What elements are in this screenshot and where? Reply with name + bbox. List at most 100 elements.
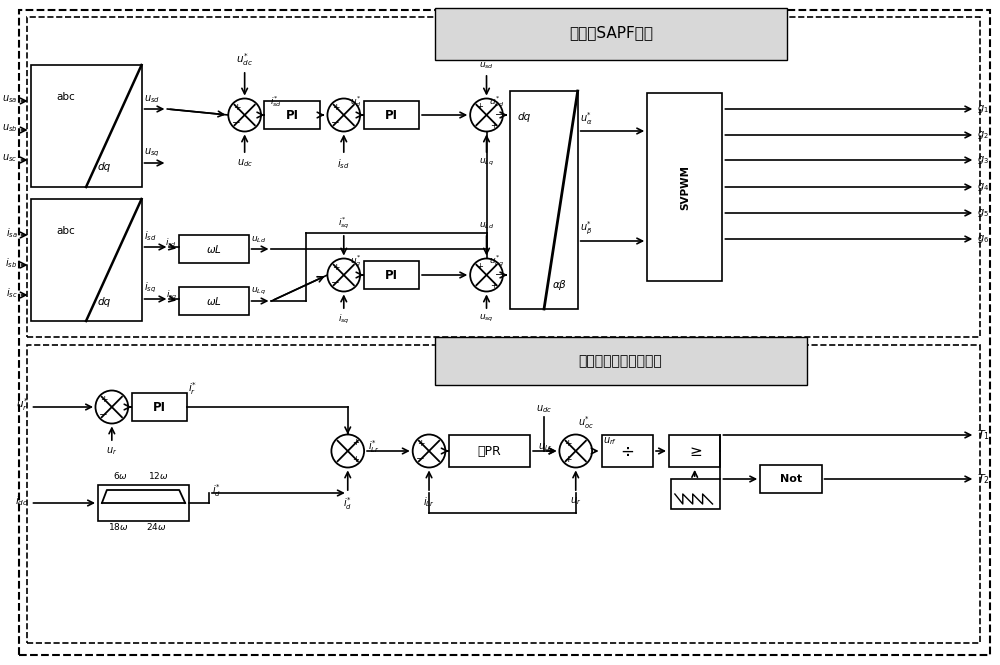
- Text: $18\omega$: $18\omega$: [108, 521, 128, 532]
- Bar: [449, 435, 530, 467]
- Text: dq: dq: [97, 162, 111, 172]
- Text: dq: dq: [518, 112, 531, 122]
- Bar: [364, 101, 419, 129]
- Text: −: −: [331, 118, 340, 128]
- Text: $u_{Ld}$: $u_{Ld}$: [479, 221, 494, 231]
- Text: $i^{*}_{sd}$: $i^{*}_{sd}$: [270, 94, 282, 109]
- Bar: [647, 93, 722, 281]
- Text: $u^{*}_{dc}$: $u^{*}_{dc}$: [236, 51, 253, 68]
- Bar: [98, 485, 189, 521]
- Text: 多PR: 多PR: [478, 444, 501, 458]
- Text: $i_{dc}$: $i_{dc}$: [15, 494, 29, 508]
- Text: +: +: [233, 102, 241, 112]
- Text: $u_{dc}$: $u_{dc}$: [237, 157, 253, 169]
- Text: $6\omega$: $6\omega$: [113, 470, 128, 481]
- Text: $i_{sq}$: $i_{sq}$: [166, 289, 177, 301]
- Text: $u_{rf}$: $u_{rf}$: [603, 435, 618, 447]
- Text: $u^{*}_{oq}$: $u^{*}_{oq}$: [489, 253, 504, 269]
- Text: +: +: [476, 102, 483, 110]
- Text: $u_{Lq}$: $u_{Lq}$: [479, 157, 494, 168]
- Circle shape: [559, 434, 592, 467]
- Text: +: +: [352, 438, 359, 446]
- Text: $u_{sb}$: $u_{sb}$: [2, 122, 18, 134]
- Text: $u_{Lr}$: $u_{Lr}$: [538, 441, 553, 453]
- Text: PI: PI: [286, 108, 299, 122]
- Bar: [27, 345, 980, 643]
- Text: +: +: [564, 438, 572, 448]
- Text: $u_{r}$: $u_{r}$: [106, 445, 117, 457]
- Bar: [27, 17, 980, 337]
- Text: $\alpha\beta$: $\alpha\beta$: [552, 278, 567, 292]
- Text: 并联型SAPF控制: 并联型SAPF控制: [569, 25, 653, 41]
- Text: PI: PI: [385, 269, 398, 281]
- Text: +: +: [332, 263, 340, 271]
- Bar: [179, 235, 249, 263]
- Bar: [669, 435, 720, 467]
- Text: $i_{sd}$: $i_{sd}$: [337, 157, 350, 171]
- Text: $i_{sq}$: $i_{sq}$: [338, 313, 350, 326]
- Bar: [179, 287, 249, 315]
- Text: $g_3$: $g_3$: [977, 154, 989, 166]
- Text: −: −: [331, 278, 340, 288]
- Text: −: −: [232, 118, 241, 128]
- Text: $i_{sa}$: $i_{sa}$: [6, 226, 18, 240]
- Text: $T_1$: $T_1$: [977, 428, 990, 442]
- Circle shape: [470, 98, 503, 132]
- Text: +: +: [100, 394, 108, 404]
- Bar: [760, 465, 822, 493]
- Text: +: +: [352, 456, 359, 464]
- Text: +: +: [418, 438, 425, 448]
- Bar: [435, 337, 807, 385]
- Text: −: −: [495, 110, 504, 120]
- Text: $i_{sb}$: $i_{sb}$: [5, 256, 18, 270]
- Text: $\omega L$: $\omega L$: [206, 243, 222, 255]
- Text: $12\omega$: $12\omega$: [148, 470, 168, 481]
- Text: $u^{*}_{q}$: $u^{*}_{q}$: [350, 253, 362, 269]
- Text: $i_{sd}$: $i_{sd}$: [144, 229, 156, 243]
- Text: $g_2$: $g_2$: [977, 129, 989, 141]
- Text: +: +: [476, 261, 483, 271]
- Text: $u^{*}_{d}$: $u^{*}_{d}$: [350, 94, 362, 109]
- Text: +: +: [332, 102, 340, 112]
- Circle shape: [327, 259, 360, 291]
- Bar: [364, 261, 419, 289]
- Text: PI: PI: [385, 108, 398, 122]
- Text: dq: dq: [97, 297, 111, 307]
- Text: $u_{Lq}$: $u_{Lq}$: [251, 286, 266, 297]
- Text: $u_{sc}$: $u_{sc}$: [2, 152, 18, 164]
- Text: $u_{sq}$: $u_{sq}$: [479, 313, 494, 324]
- Text: $g_6$: $g_6$: [977, 233, 989, 245]
- Text: $u_{sa}$: $u_{sa}$: [2, 93, 18, 105]
- Text: $u^{*}_{\alpha}$: $u^{*}_{\alpha}$: [580, 110, 592, 127]
- Text: $u^{*}_{r}$: $u^{*}_{r}$: [16, 396, 29, 414]
- Text: $i_{Lr}$: $i_{Lr}$: [423, 495, 435, 509]
- Bar: [510, 91, 578, 309]
- Text: $u^{*}_{\beta}$: $u^{*}_{\beta}$: [580, 219, 592, 237]
- Circle shape: [331, 434, 364, 467]
- Text: +: +: [490, 120, 497, 130]
- Text: $u^{*}_{od}$: $u^{*}_{od}$: [489, 94, 504, 109]
- Text: $i_{sd}$: $i_{sd}$: [165, 237, 177, 249]
- Text: $u_{dc}$: $u_{dc}$: [536, 403, 552, 415]
- Text: $i^{*}_{r}$: $i^{*}_{r}$: [188, 380, 197, 397]
- Text: $u_{sd}$: $u_{sd}$: [479, 61, 494, 71]
- Text: $\omega L$: $\omega L$: [206, 295, 222, 307]
- Text: $i_{sc}$: $i_{sc}$: [6, 286, 18, 300]
- Text: $i^{*}_{d}$: $i^{*}_{d}$: [212, 483, 221, 499]
- Circle shape: [327, 98, 360, 132]
- Text: SVPWM: SVPWM: [680, 164, 690, 209]
- Bar: [671, 479, 720, 509]
- Text: $u_{r}$: $u_{r}$: [570, 495, 581, 507]
- Bar: [435, 8, 787, 60]
- Bar: [132, 393, 187, 421]
- Text: $g_4$: $g_4$: [977, 181, 989, 193]
- Text: $T_2$: $T_2$: [977, 472, 990, 486]
- Text: $g_5$: $g_5$: [977, 207, 989, 219]
- Text: +: +: [564, 454, 572, 464]
- Circle shape: [95, 390, 128, 424]
- Text: $u_{Ld}$: $u_{Ld}$: [251, 235, 266, 245]
- Bar: [602, 435, 653, 467]
- Text: 有源功率解耦电路控制: 有源功率解耦电路控制: [578, 354, 662, 368]
- Circle shape: [228, 98, 261, 132]
- Circle shape: [413, 434, 445, 467]
